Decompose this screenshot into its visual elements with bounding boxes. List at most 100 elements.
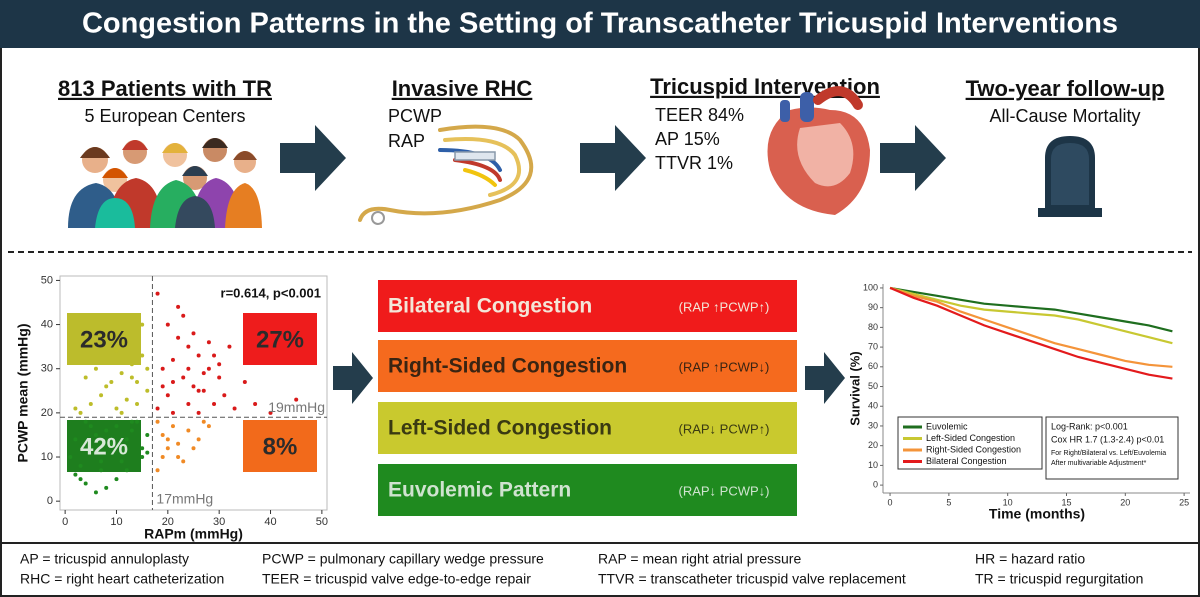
scatter-point	[186, 428, 191, 433]
step-line: RAP	[388, 131, 425, 151]
scatter-point	[160, 384, 165, 389]
abbreviation: HR = hazard ratio	[975, 551, 1085, 567]
scatter-point	[201, 371, 206, 376]
x-tick-label: 10	[1003, 497, 1013, 507]
y-tick-label: 0	[873, 479, 878, 489]
scatter-point	[124, 340, 129, 345]
threshold-label: 17mmHg	[156, 491, 213, 507]
scatter-point	[99, 459, 104, 464]
scatter-point	[160, 432, 165, 437]
scatter-point	[109, 437, 114, 442]
scatter-point	[191, 446, 196, 451]
scatter-point	[104, 331, 109, 336]
pattern-bar	[378, 280, 797, 332]
scatter-point	[181, 459, 186, 464]
pattern-bar	[378, 402, 797, 454]
scatter-point	[212, 353, 217, 358]
scatter-point	[145, 388, 150, 393]
scatter-point	[124, 437, 129, 442]
scatter-point	[104, 384, 109, 389]
scatter-point	[165, 446, 170, 451]
legend-label: Bilateral Congestion	[926, 456, 1007, 466]
scatter-point	[181, 375, 186, 380]
x-tick-label: 10	[110, 516, 122, 528]
step-line: PCWP	[388, 106, 442, 126]
survival-line	[889, 286, 1173, 380]
catheter-illustration	[358, 124, 534, 225]
y-tick-label: 70	[868, 341, 878, 351]
scatter-point	[160, 366, 165, 371]
scatter-point	[155, 406, 160, 411]
pattern-detail: (RAP ↑PCWP↑)	[679, 299, 770, 314]
scatter-point	[129, 419, 134, 424]
pattern-bar	[378, 464, 797, 516]
scatter-point	[145, 450, 150, 455]
scatter-point	[196, 388, 201, 393]
scatter-point	[93, 490, 98, 495]
pattern-detail: (RAP↓ PCWP↓)	[679, 483, 770, 498]
scatter-point	[78, 477, 83, 482]
annotation: r=0.614, p<0.001	[221, 285, 321, 300]
scatter-point	[83, 419, 88, 424]
y-tick-label: 0	[47, 495, 53, 507]
scatter-point	[114, 477, 119, 482]
scatter-point	[268, 410, 273, 415]
scatter-point	[140, 455, 145, 460]
scatter-point	[206, 424, 211, 429]
step-line: 5 European Centers	[84, 106, 245, 126]
scatter-point	[165, 393, 170, 398]
y-tick-label: 20	[868, 440, 878, 450]
scatter-point	[201, 388, 206, 393]
scatter-point	[124, 397, 129, 402]
arrows	[280, 125, 946, 404]
scatter-point	[170, 424, 175, 429]
scatter-point	[73, 406, 78, 411]
scatter-point	[186, 366, 191, 371]
x-tick-label: 0	[888, 497, 893, 507]
abbreviation: TTVR = transcatheter tricuspid valve rep…	[598, 571, 906, 587]
stats-text: After multivariable Adjustment*	[1051, 460, 1147, 467]
scatter-point	[186, 344, 191, 349]
step-title: 813 Patients with TR	[58, 76, 272, 101]
step-title: Invasive RHC	[392, 76, 533, 101]
pattern-name: Right-Sided Congestion	[388, 355, 627, 378]
x-tick-label: 20	[162, 516, 174, 528]
scatter-point	[129, 362, 134, 367]
pattern-bar	[378, 340, 797, 392]
scatter-point	[155, 419, 160, 424]
stats-text: For Right/Bilateral vs. Left/Euvolemia	[1051, 450, 1166, 457]
scatter-point	[135, 419, 140, 424]
scatter-point	[129, 375, 134, 380]
y-tick-label: 60	[868, 361, 878, 371]
scatter-point	[155, 468, 160, 473]
quadrant-box	[243, 313, 317, 365]
y-tick-label: 40	[868, 401, 878, 411]
scatter-point	[88, 446, 93, 451]
tombstone-illustration	[1038, 136, 1102, 217]
scatter-point	[176, 304, 181, 309]
y-tick-label: 90	[868, 302, 878, 312]
x-tick-label: 20	[1120, 497, 1130, 507]
scatter-point	[119, 410, 124, 415]
quadrant-box	[243, 420, 317, 472]
abbreviation: RHC = right heart catheterization	[20, 571, 224, 587]
scatter-point	[176, 441, 181, 446]
scatter-point	[140, 353, 145, 358]
crowd-illustration	[68, 138, 262, 228]
pattern-name: Euvolemic Pattern	[388, 479, 571, 502]
scatter-point	[114, 406, 119, 411]
scatter-point	[135, 402, 140, 407]
scatter-point	[129, 428, 134, 433]
abbreviation: PCWP = pulmonary capillary wedge pressur…	[262, 551, 544, 567]
legend-label: Right-Sided Congestion	[926, 444, 1021, 454]
x-tick-label: 40	[264, 516, 276, 528]
y-tick-label: 10	[41, 451, 53, 463]
y-axis-label: Survival (%)	[847, 351, 862, 425]
scatter-point	[217, 375, 222, 380]
scatter-point	[109, 441, 114, 446]
scatter-point	[191, 331, 196, 336]
pattern-name: Bilateral Congestion	[388, 295, 592, 318]
